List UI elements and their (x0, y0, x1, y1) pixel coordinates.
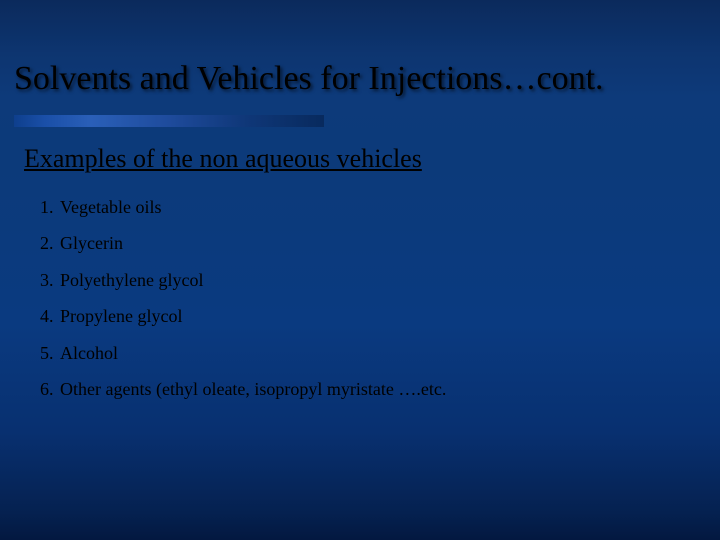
list-item: Vegetable oils (58, 189, 696, 226)
list-item: Alcohol (58, 335, 696, 372)
slide-title: Solvents and Vehicles for Injections…con… (14, 60, 706, 97)
content-area: Examples of the non aqueous vehicles Veg… (0, 127, 720, 407)
list-item: Propylene glycol (58, 298, 696, 335)
slide: Solvents and Vehicles for Injections…con… (0, 0, 720, 540)
list-item: Polyethylene glycol (58, 262, 696, 299)
accent-bar (14, 115, 324, 127)
item-list: Vegetable oils Glycerin Polyethylene gly… (24, 189, 696, 408)
list-item: Glycerin (58, 225, 696, 262)
title-row: Solvents and Vehicles for Injections…con… (0, 0, 720, 103)
list-item: Other agents (ethyl oleate, isopropyl my… (58, 371, 696, 408)
subheading: Examples of the non aqueous vehicles (24, 143, 696, 174)
